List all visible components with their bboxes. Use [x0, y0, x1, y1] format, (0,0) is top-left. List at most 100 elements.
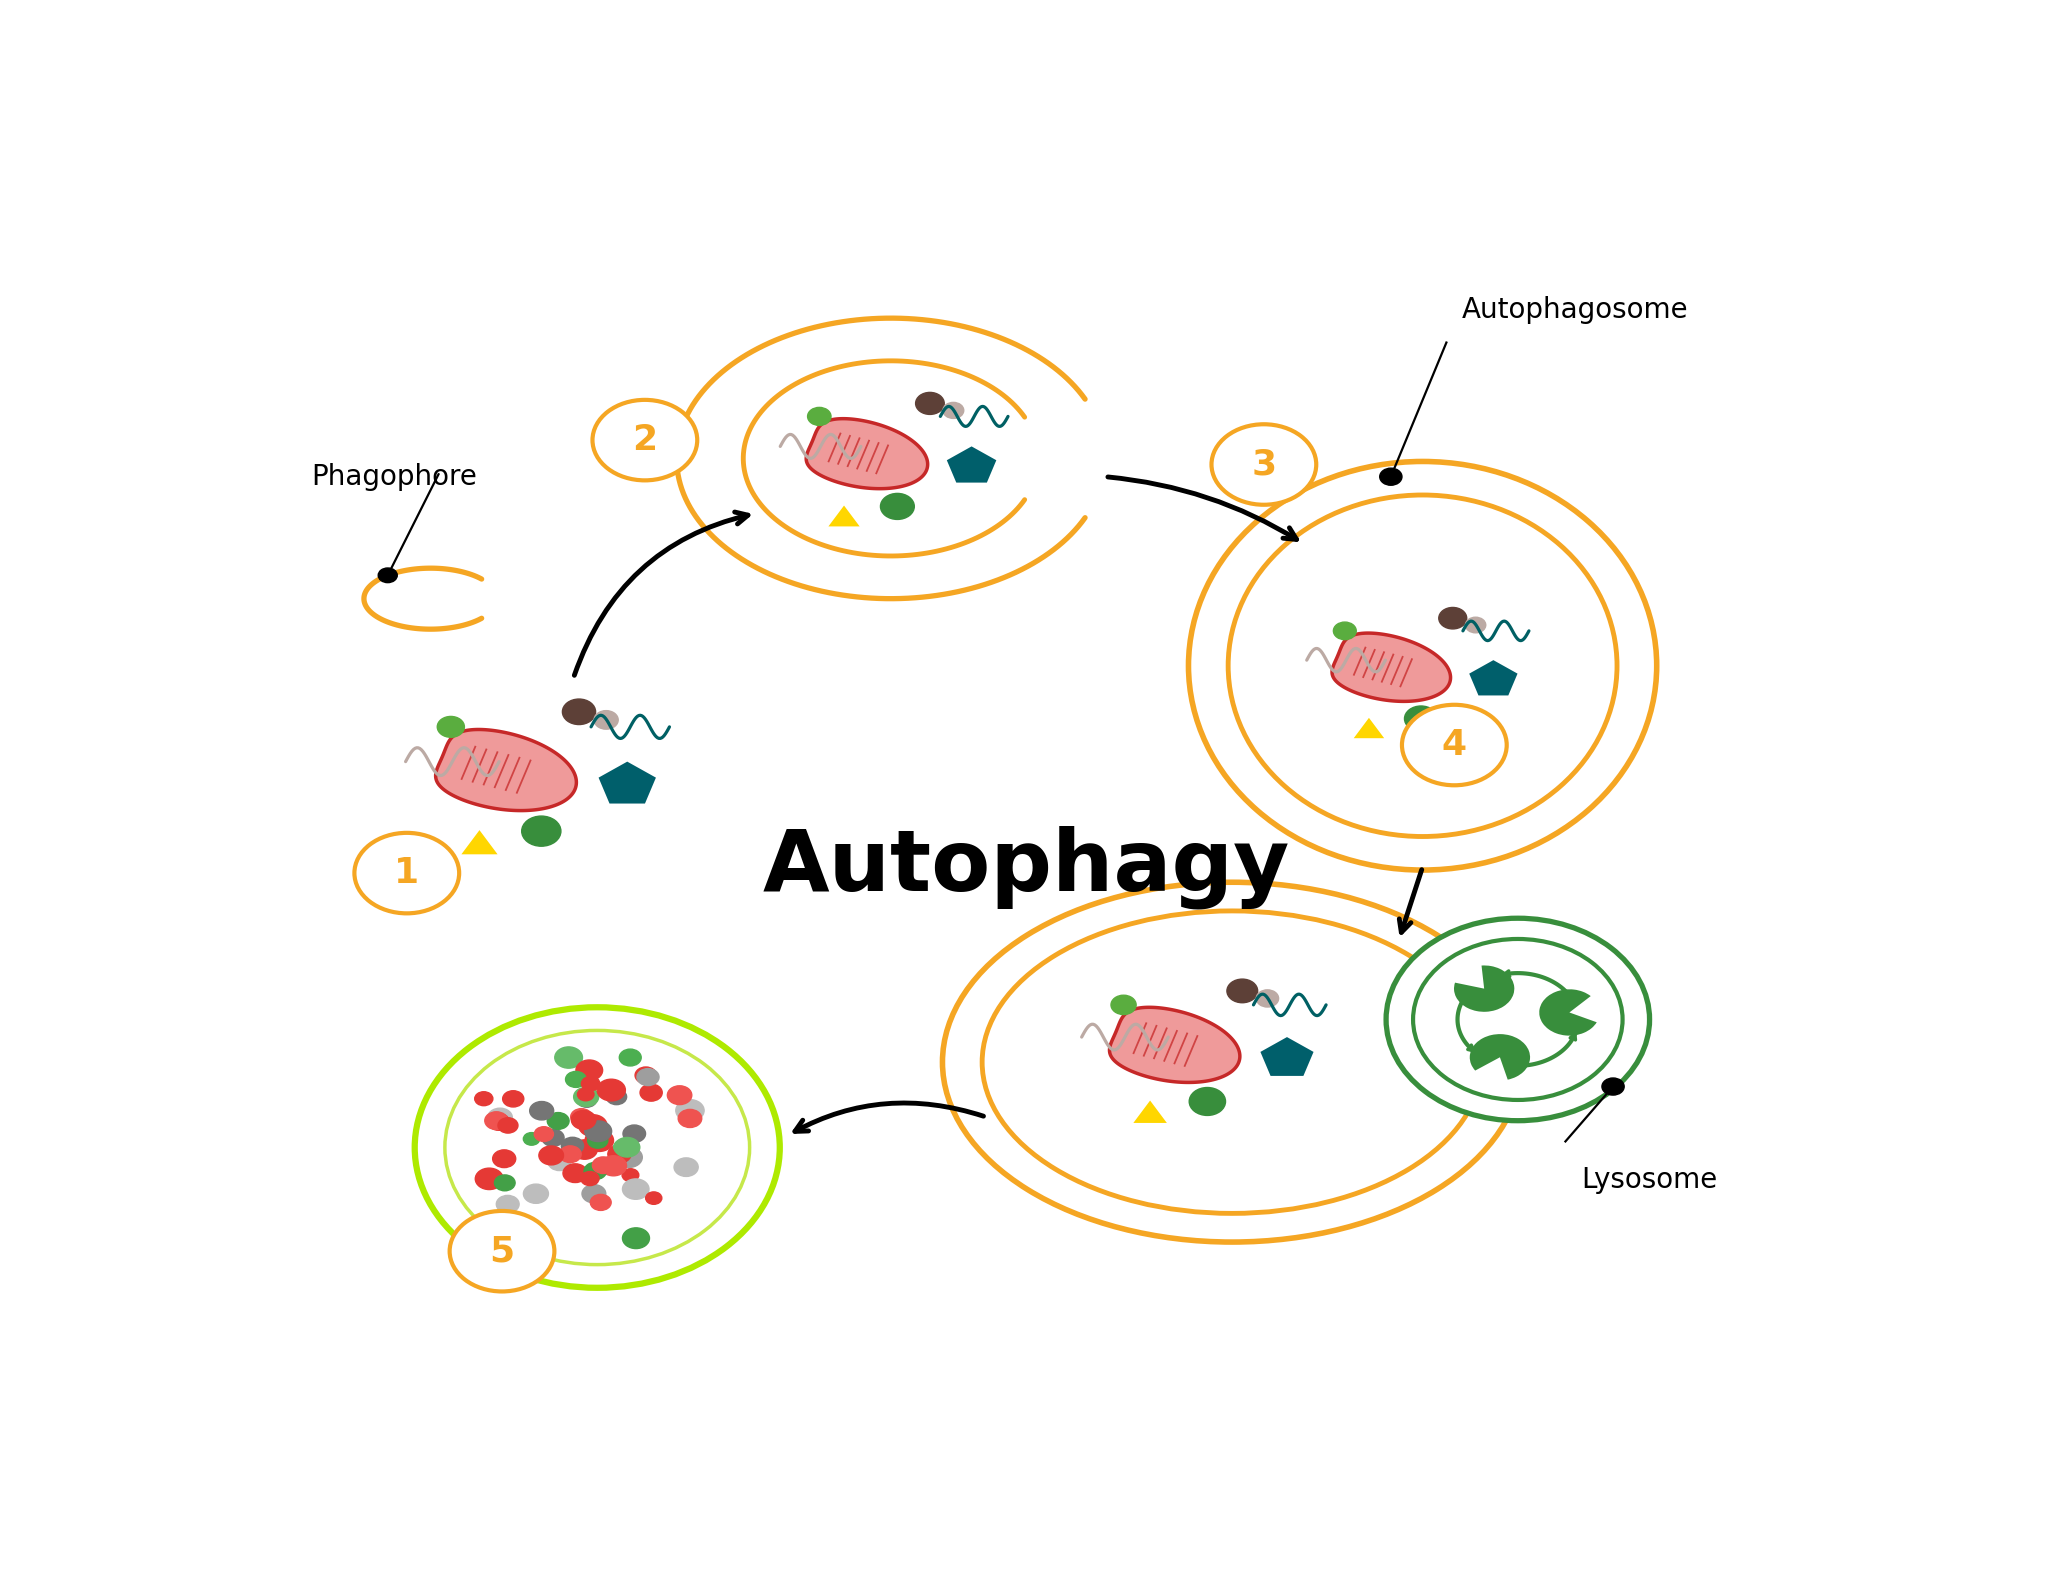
Circle shape	[641, 1083, 662, 1101]
Circle shape	[530, 1101, 553, 1120]
Circle shape	[573, 1087, 598, 1107]
Text: Phagophore: Phagophore	[311, 463, 477, 491]
Circle shape	[535, 1126, 553, 1142]
Circle shape	[1190, 1088, 1225, 1115]
Circle shape	[575, 1060, 602, 1080]
Text: 5: 5	[489, 1234, 514, 1269]
Polygon shape	[461, 830, 498, 854]
Circle shape	[522, 816, 561, 846]
Circle shape	[475, 1167, 504, 1190]
Circle shape	[1405, 706, 1438, 732]
Circle shape	[598, 1079, 625, 1101]
Circle shape	[1227, 979, 1257, 1003]
Circle shape	[668, 1085, 692, 1104]
Polygon shape	[827, 505, 860, 526]
Text: Autophagosome: Autophagosome	[1462, 296, 1690, 325]
Text: 3: 3	[1251, 448, 1276, 482]
Circle shape	[1403, 705, 1507, 786]
Circle shape	[578, 1091, 596, 1107]
Circle shape	[571, 1109, 592, 1125]
Circle shape	[543, 1129, 563, 1147]
Circle shape	[1212, 425, 1317, 505]
Text: Autophagy: Autophagy	[762, 825, 1290, 909]
Circle shape	[582, 1172, 598, 1185]
Circle shape	[354, 833, 459, 914]
Circle shape	[592, 1156, 614, 1174]
Circle shape	[1380, 469, 1403, 485]
Circle shape	[614, 1139, 633, 1155]
Circle shape	[881, 493, 913, 520]
Polygon shape	[1354, 718, 1384, 738]
Circle shape	[1440, 607, 1466, 629]
Circle shape	[565, 1071, 586, 1087]
Circle shape	[1413, 939, 1622, 1099]
Circle shape	[674, 1158, 698, 1177]
Circle shape	[547, 1112, 569, 1129]
Circle shape	[561, 1137, 584, 1155]
Circle shape	[586, 1129, 614, 1152]
Circle shape	[571, 1110, 596, 1129]
Circle shape	[608, 1145, 631, 1163]
Circle shape	[487, 1109, 512, 1128]
Circle shape	[623, 1125, 645, 1142]
Circle shape	[1466, 618, 1485, 634]
Circle shape	[600, 1156, 627, 1175]
Circle shape	[578, 1088, 594, 1101]
Polygon shape	[598, 762, 655, 803]
Circle shape	[549, 1153, 571, 1171]
Circle shape	[496, 1196, 518, 1213]
Circle shape	[414, 1007, 780, 1288]
Wedge shape	[1454, 966, 1513, 1012]
Circle shape	[915, 393, 944, 415]
Circle shape	[623, 1178, 649, 1199]
Circle shape	[524, 1185, 549, 1204]
Text: 1: 1	[393, 855, 420, 890]
Circle shape	[487, 1114, 510, 1131]
Ellipse shape	[1188, 461, 1657, 870]
Circle shape	[494, 1150, 516, 1167]
Circle shape	[1602, 1079, 1624, 1095]
Circle shape	[451, 1210, 555, 1291]
Circle shape	[580, 1115, 606, 1136]
Circle shape	[571, 1140, 598, 1159]
Circle shape	[379, 569, 397, 583]
Circle shape	[594, 711, 618, 729]
Circle shape	[807, 407, 831, 426]
Circle shape	[637, 1069, 659, 1085]
Circle shape	[623, 1228, 649, 1248]
Polygon shape	[946, 447, 995, 483]
Circle shape	[582, 1185, 606, 1202]
Circle shape	[555, 1047, 582, 1068]
Circle shape	[563, 1164, 588, 1183]
Polygon shape	[1468, 661, 1518, 695]
Wedge shape	[1470, 1034, 1530, 1080]
Text: Lysosome: Lysosome	[1581, 1166, 1718, 1194]
Polygon shape	[1133, 1101, 1167, 1123]
Circle shape	[438, 716, 465, 737]
Polygon shape	[1260, 1038, 1313, 1076]
Circle shape	[614, 1137, 639, 1156]
Circle shape	[645, 1191, 662, 1204]
Circle shape	[678, 1109, 702, 1128]
Circle shape	[582, 1077, 600, 1091]
Circle shape	[588, 1133, 608, 1148]
Circle shape	[606, 1090, 627, 1104]
Circle shape	[539, 1145, 563, 1164]
Circle shape	[444, 1031, 750, 1264]
Circle shape	[524, 1133, 541, 1145]
Circle shape	[635, 1068, 657, 1083]
Ellipse shape	[942, 882, 1522, 1242]
Circle shape	[592, 399, 696, 480]
Polygon shape	[436, 730, 575, 811]
Circle shape	[584, 1163, 606, 1180]
Polygon shape	[1331, 634, 1450, 702]
Circle shape	[590, 1194, 610, 1210]
Circle shape	[563, 699, 596, 724]
Circle shape	[502, 1091, 524, 1107]
Circle shape	[623, 1169, 639, 1182]
Circle shape	[676, 1099, 705, 1121]
Circle shape	[1333, 623, 1356, 640]
Text: 4: 4	[1442, 729, 1466, 762]
Circle shape	[618, 1049, 641, 1066]
Circle shape	[1110, 995, 1137, 1014]
